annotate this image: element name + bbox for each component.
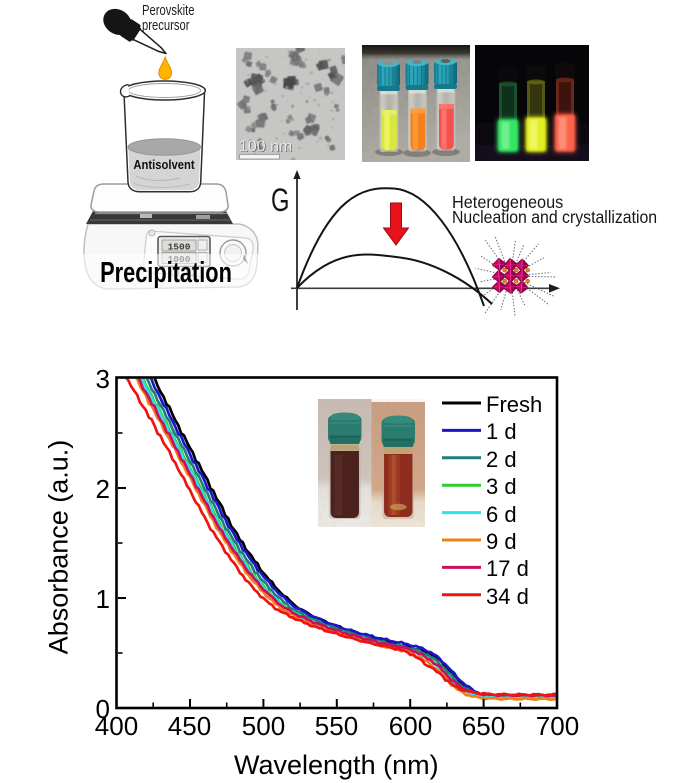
svg-text:Antisolvent: Antisolvent: [133, 157, 194, 172]
svg-text:1500: 1500: [168, 242, 191, 253]
svg-text:100 nm: 100 nm: [239, 139, 292, 156]
svg-text:100 nm: 100 nm: [240, 139, 293, 156]
